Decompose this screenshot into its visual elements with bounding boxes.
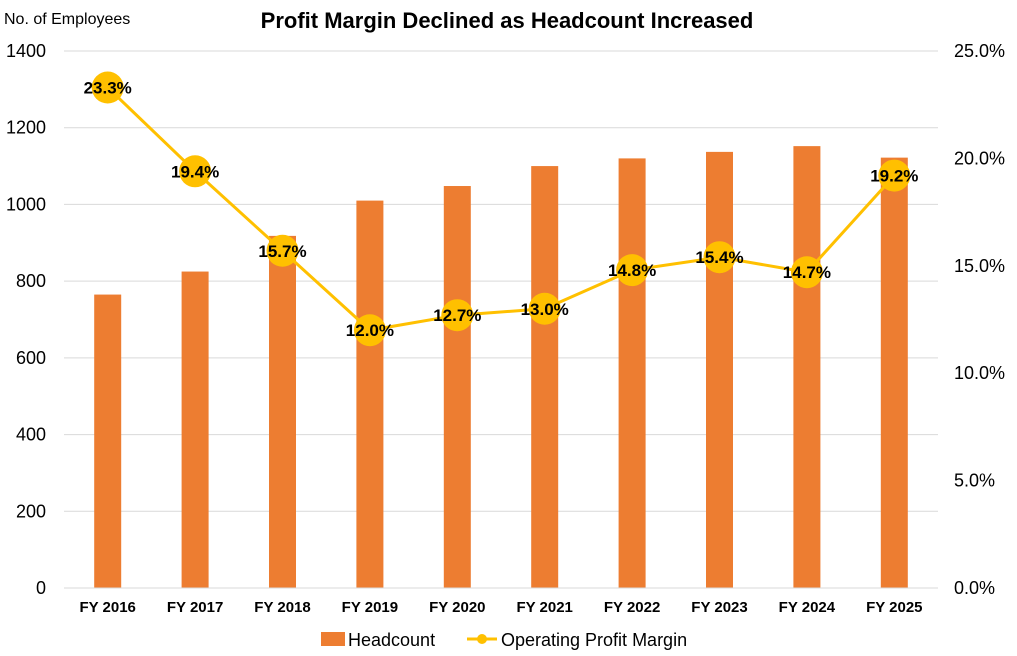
margin-marker — [266, 234, 299, 267]
headcount-bar — [356, 200, 384, 589]
margin-data-label: 19.4% — [171, 162, 219, 181]
x-category-label: FY 2019 — [342, 599, 398, 616]
legend-label-margin: Operating Profit Margin — [501, 630, 687, 650]
margin-marker — [353, 314, 386, 347]
y-axis-left-label: No. of Employees — [4, 11, 130, 28]
y-right-tick-label: 5.0% — [954, 471, 995, 491]
margin-data-label: 14.8% — [608, 261, 656, 280]
y-right-tick-label: 0.0% — [954, 578, 995, 598]
headcount-bar — [531, 166, 559, 589]
y-left-tick-label: 600 — [16, 348, 46, 368]
headcount-bar — [618, 158, 646, 588]
x-category-label: FY 2024 — [779, 599, 836, 616]
margin-marker — [179, 155, 212, 188]
margin-marker — [790, 256, 823, 289]
y-right-tick-label: 20.0% — [954, 148, 1005, 168]
legend-swatch-headcount — [321, 632, 345, 646]
y-right-tick-label: 15.0% — [954, 256, 1005, 276]
margin-data-label: 12.7% — [433, 306, 481, 325]
x-category-label: FY 2018 — [254, 599, 310, 616]
headcount-bar — [706, 151, 733, 589]
margin-data-label: 14.7% — [783, 263, 831, 282]
margin-marker — [878, 159, 911, 192]
headcount-bar — [443, 186, 471, 588]
x-category-label: FY 2023 — [691, 599, 747, 616]
legend: Headcount Operating Profit Margin — [321, 630, 687, 650]
x-category-label: FY 2022 — [604, 599, 660, 616]
margin-data-label: 13.0% — [521, 300, 569, 319]
margin-marker — [91, 71, 124, 104]
y-right-tick-label: 10.0% — [954, 363, 1005, 383]
headcount-bar — [880, 157, 908, 588]
headcount-bar — [269, 235, 296, 589]
y-left-tick-label: 1200 — [6, 118, 46, 138]
y-left-tick-label: 1400 — [6, 41, 46, 61]
y-left-tick-label: 1000 — [6, 194, 46, 214]
margin-data-label: 19.2% — [870, 167, 918, 186]
x-category-label: FY 2016 — [79, 599, 135, 616]
margin-marker — [703, 241, 736, 274]
headcount-bar — [181, 271, 209, 588]
y-axis-right: 0.0% 5.0% 10.0% 15.0% 20.0% 25.0% — [954, 41, 1005, 598]
y-left-tick-label: 0 — [36, 578, 46, 598]
legend-label-headcount: Headcount — [348, 630, 435, 650]
y-axis-left: 0 200 400 600 800 1000 1200 1400 — [6, 41, 46, 598]
margin-data-label: 15.4% — [695, 248, 743, 267]
margin-data-label: 23.3% — [84, 79, 132, 98]
headcount-bars — [94, 146, 908, 589]
margin-data-labels: 23.3% 19.4% 15.7% 12.0% 12.7% 13.0% 14.8% 15.4%… — [84, 79, 919, 341]
margin-marker — [441, 299, 474, 332]
y-left-tick-label: 400 — [16, 425, 46, 445]
margin-data-label: 15.7% — [258, 242, 306, 261]
margin-marker — [528, 292, 561, 325]
y-right-tick-label: 25.0% — [954, 41, 1005, 61]
headcount-bar — [793, 146, 821, 588]
legend-swatch-marker-margin — [477, 634, 487, 644]
margin-line-series — [91, 71, 911, 347]
y-left-tick-label: 200 — [16, 501, 46, 521]
margin-line — [106, 86, 896, 332]
chart-title: Profit Margin Declined as Headcount Incr… — [261, 8, 754, 33]
x-category-label: FY 2017 — [167, 599, 223, 616]
x-category-label: FY 2021 — [516, 599, 572, 616]
gridlines — [64, 50, 938, 512]
margin-marker — [616, 254, 649, 287]
x-category-label: FY 2020 — [429, 599, 485, 616]
margin-data-label: 12.0% — [346, 321, 394, 340]
headcount-bar — [94, 294, 122, 588]
x-axis-categories: FY 2016 FY 2017 FY 2018 FY 2019 FY 2020 FY 20… — [79, 599, 922, 616]
x-category-label: FY 2025 — [866, 599, 922, 616]
y-left-tick-label: 800 — [16, 271, 46, 291]
